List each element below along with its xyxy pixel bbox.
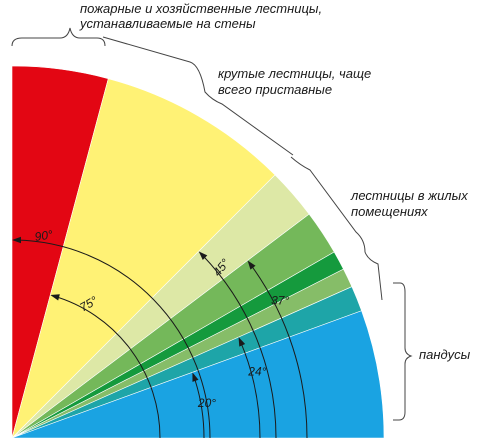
arrowhead-20 — [192, 372, 199, 382]
angle-sectors — [11, 65, 385, 440]
brace-residential — [290, 156, 383, 301]
angle-label-90: 90° — [34, 227, 54, 244]
arc-37 — [250, 265, 308, 439]
caption-fire-line1: пожарные и хозяйственные лестницы, — [80, 1, 322, 16]
brace-fire — [11, 27, 106, 47]
sector-yellow — [11, 78, 276, 440]
caption-steep-line1: крутые лестницы, чаще — [218, 66, 371, 81]
angle-label-37: 37° — [271, 294, 289, 308]
arc-24 — [240, 341, 261, 439]
brace-ramps — [393, 282, 413, 421]
braces — [11, 27, 413, 421]
arc-75 — [53, 295, 161, 439]
arrowhead-24 — [238, 337, 246, 347]
caption-residential-line2: помещениях — [351, 204, 428, 219]
captions: пожарные и хозяйственные лестницы, устан… — [79, 1, 471, 362]
angle-arcs: 90°75°45°37°24°20° — [12, 227, 308, 439]
angle-label-20: 20° — [197, 396, 216, 410]
arrowhead-90 — [12, 236, 21, 244]
caption-ramps: пандусы — [419, 347, 471, 362]
arrowhead-45 — [198, 251, 208, 260]
caption-steep-line2: всего приставные — [218, 82, 332, 97]
brace-steep — [102, 36, 294, 156]
caption-fire-line2: устанавливаемые на стены — [79, 16, 256, 31]
angle-label-24: 24° — [247, 364, 266, 378]
arc-45 — [202, 254, 277, 439]
arrowhead-37 — [247, 260, 256, 270]
caption-residential-line1: лестницы в жилых — [350, 188, 468, 203]
arc-90 — [16, 239, 211, 439]
arrowhead-75 — [50, 294, 60, 301]
